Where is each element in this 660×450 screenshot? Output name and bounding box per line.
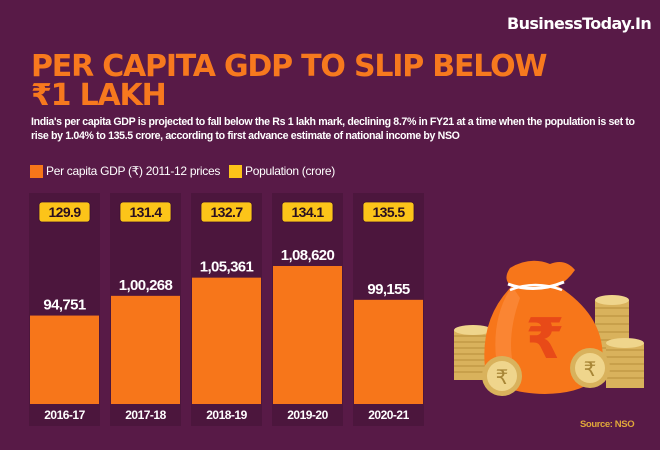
population-badge <box>119 201 172 223</box>
x-tick-label: 2016-17 <box>44 408 85 422</box>
chart-title: PER CAPITA GDP TO SLIP BELOW ₹1 LAKH <box>31 49 631 113</box>
legend-swatch-population <box>229 164 242 178</box>
population-label: 129.9 <box>48 204 81 220</box>
population-badge <box>200 201 253 223</box>
svg-text:₹: ₹ <box>526 307 565 372</box>
legend: Per capita GDP (₹) 2011-12 prices Popula… <box>30 164 335 178</box>
legend-item-population: Population (crore) <box>229 164 335 178</box>
x-tick-label: 2018-19 <box>206 408 247 422</box>
gdp-bar <box>30 315 99 404</box>
gdp-value-label: 94,751 <box>43 297 86 314</box>
legend-swatch-gdp <box>30 164 43 178</box>
legend-item-gdp: Per capita GDP (₹) 2011-12 prices <box>30 164 220 178</box>
gdp-bar <box>192 277 261 404</box>
money-bag-illustration: ₹ ₹ ₹ <box>454 260 644 396</box>
brand-logo: BusinessToday.In <box>507 14 652 33</box>
population-badge <box>362 201 415 223</box>
chart-subtitle: India's per capita GDP is projected to f… <box>31 116 635 142</box>
rupee-coin-right-icon: ₹ <box>570 348 610 388</box>
x-tick-label: 2019-20 <box>287 408 328 422</box>
gdp-bar <box>273 266 342 404</box>
legend-label-gdp: Per capita GDP (₹) 2011-12 prices <box>46 164 221 178</box>
population-badge <box>38 201 91 223</box>
x-tick-label: 2017-18 <box>125 408 166 422</box>
coin-stack-right-icon <box>595 295 644 388</box>
title-line-1: PER CAPITA GDP TO SLIP BELOW <box>31 49 547 84</box>
gdp-value-label: 1,08,620 <box>281 247 335 264</box>
population-label: 131.4 <box>129 204 162 220</box>
population-label: 132.7 <box>210 204 243 220</box>
gdp-bar <box>354 299 423 404</box>
title-line-2: ₹1 LAKH <box>31 78 167 113</box>
population-badge <box>281 201 334 223</box>
gdp-value-label: 1,05,361 <box>200 259 254 276</box>
legend-label-population: Population (crore) <box>245 164 335 178</box>
gdp-bar <box>111 295 180 404</box>
population-label: 134.1 <box>291 204 324 220</box>
source-note: Source: NSO <box>580 419 635 430</box>
rupee-coin-left-icon: ₹ <box>482 356 522 396</box>
x-tick-label: 2020-21 <box>368 408 409 422</box>
gdp-value-label: 1,00,268 <box>119 277 173 294</box>
svg-text:₹: ₹ <box>496 365 509 389</box>
population-label: 135.5 <box>372 204 405 220</box>
svg-text:₹: ₹ <box>584 357 597 381</box>
gdp-value-label: 99,155 <box>367 281 410 298</box>
